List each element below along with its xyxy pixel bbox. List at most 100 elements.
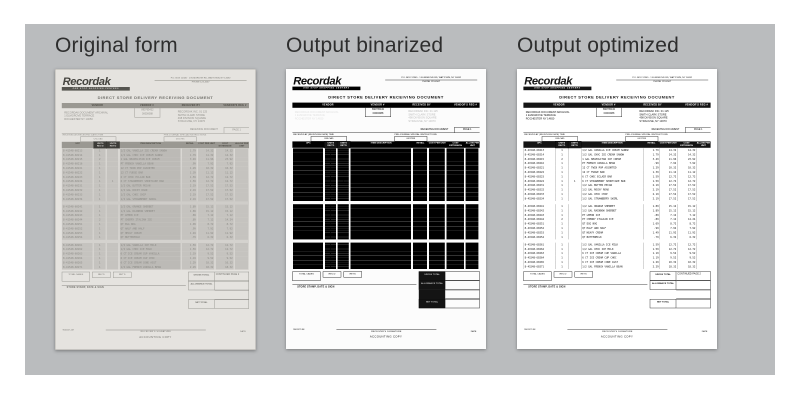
date-label: DATE [701, 330, 708, 333]
cell-desc: 1/2 GAL FRENCH VANILLA BEAN [119, 265, 181, 270]
receiver-line: RECORDAK INC. 01 125 [639, 110, 669, 113]
cell-recd: 1 [324, 260, 337, 265]
net-total-label: NET TOTAL [188, 299, 215, 309]
cell-retail: .89 [643, 213, 659, 218]
cell-retail: 2.19 [412, 192, 428, 197]
cell-cost: 11.96 [428, 157, 446, 162]
cell-allow [465, 235, 479, 240]
item-row: 8-41548-60252 1 QT HALF AND HALF .99 7.92 7.9… [62, 226, 249, 231]
cell-retd [337, 183, 350, 188]
cell-cost: 9.52 [428, 251, 446, 256]
cell-desc: PT CHERRY ITALIAN ICE [119, 217, 181, 223]
cell-recd: 1 [94, 153, 107, 158]
cell-allow [465, 251, 479, 256]
cell-desc: QT BUTTERMILK [350, 235, 412, 240]
cell-ext: 15.12 [677, 208, 696, 213]
cell-recd: 1 [94, 243, 107, 248]
cell-desc: 12 CT TWIN POP ASSORTED [119, 166, 181, 171]
cell-recd: 1 [324, 213, 337, 218]
cell-upc: 8-41548-60215 [62, 157, 94, 162]
cost-per-unit-col-header: COST PER UNIT [659, 141, 677, 145]
cell-retail: 1.39 [182, 170, 198, 175]
cell-retail: 1.29 [412, 165, 428, 171]
cell-ext: 7.12 [446, 213, 465, 218]
cell-recd: 1 [94, 188, 107, 193]
cost-per-unit-col-header: COST PER UNIT [198, 142, 216, 145]
cell-cost: 7.92 [659, 161, 677, 166]
cell-allow [696, 179, 710, 184]
cell-retd [107, 217, 120, 223]
retail-col-header: RETAIL [185, 142, 194, 145]
cell-upc: 8-41548-60216 [292, 161, 324, 166]
cell-cost: 10.32 [428, 165, 446, 171]
cell-desc: 6 CT ICE CREAM CONE ASST [119, 260, 181, 265]
cell-upc: 8-41548-60262 [62, 247, 94, 252]
cell-recd: 1 [555, 213, 568, 218]
item-row: 8-41548-60261 1 1/2 GAL VANILLA ICE MILK 1.… [523, 242, 710, 247]
cell-retd [107, 153, 120, 158]
cell-desc: PT FRENCH VANILLA BEAN [119, 161, 181, 167]
item-row: 8-41548-60271 1 1/2 GAL FRENCH VANILLA BEA… [62, 265, 249, 270]
units-retd-col-header: UNITS RET'D [106, 141, 120, 149]
spacer-value [214, 290, 249, 300]
cell-retail: 1.79 [182, 148, 198, 153]
cell-retd [337, 255, 350, 261]
item-row: 8-41548-60254 1 QT BUTTERMILK .79 6.32 6.32 [62, 235, 249, 240]
vendor-number: 890765432 [141, 109, 154, 112]
cell-desc: 6 CT ICE CREAM CUP VANILLA [119, 251, 181, 257]
cell-recd: 1 [324, 230, 337, 235]
case-totals-group: TOTAL CASES REC'D RET'D [61, 271, 132, 282]
spacer-cell [188, 290, 214, 299]
cell-upc: 8-41548-60241 [523, 204, 555, 209]
cell-cost: 17.52 [659, 192, 677, 197]
cell-desc: 1/2 GAL CHOC CHIP [581, 192, 643, 197]
item-row: 8-41548-60223 1 6 CT CHOC ECLAIR BAR 1.59 12… [62, 175, 249, 180]
cell-upc: 8-41548-60252 [292, 226, 324, 231]
vendor-reg-col-header: VENDOR'S REG # [684, 103, 709, 107]
cell-retail: 1.89 [182, 209, 198, 214]
cell-retail: 1.09 [412, 221, 428, 227]
cell-ext: 18.32 [446, 264, 465, 269]
cell-ext: 9.52 [677, 255, 696, 261]
cell-upc: 8-41548-60265 [292, 260, 324, 265]
cell-recd: 1 [94, 231, 107, 236]
item-description-col-header: ITEM DESCRIPTION [370, 141, 392, 145]
document-header: Recordak ONE STOP SHOPPING CENTERS P.O. … [523, 75, 710, 93]
retail-col-header: RETAIL [647, 141, 656, 145]
cell-desc: 1/2 GAL BUTTER PECAN [350, 183, 412, 188]
accounting-copy-label: ACCOUNTING COPY [139, 335, 172, 339]
cell-allow [235, 231, 249, 236]
cell-upc: 8-41548-60243 [62, 213, 94, 218]
cell-desc: 1/2 GAL RAINBOW SHERBET [350, 208, 412, 213]
cell-recd: 1 [94, 170, 107, 175]
cell-allow [696, 157, 710, 162]
optimized-document-image: Recordak ONE STOP SHOPPING CENTERS P.O. … [517, 69, 717, 350]
cell-recd: 1 [94, 256, 107, 261]
cell-upc: 8-41548-60251 [523, 221, 555, 227]
form-number: 9001127-1M [62, 329, 74, 332]
cell-retail: 2.19 [643, 192, 659, 197]
column-binarized: Output binarized Recordak ONE STOP SHOPP… [286, 34, 486, 350]
cell-upc: 8-41548-60271 [62, 265, 94, 270]
receiver-line: SMITH CLARK STORE [408, 113, 436, 117]
net-total-row: NET TOTAL [188, 299, 249, 309]
cell-upc: 8-41548-60231 [523, 183, 555, 188]
cell-upc: 8-41548-60232 [523, 187, 555, 193]
cell-ext: 9.52 [215, 251, 234, 257]
cell-desc: 6 CT ICE CREAM CUP VANILLA [350, 251, 412, 256]
item-row: 8-41548-60231 1 1/2 GAL BUTTER PECAN 2.19 17… [523, 183, 710, 188]
cell-ext: 14.32 [446, 148, 465, 153]
document-body: Recordak ONE STOP SHOPPING CENTERS P.O. … [292, 69, 480, 349]
cell-retail: 2.29 [412, 264, 428, 269]
cell-retail: 1.19 [412, 251, 428, 256]
retd-box: RET'D [343, 271, 362, 278]
cell-retd [107, 265, 120, 270]
item-row: 8-41548-60251 1 QT EGG NOG 1.09 8.72 8.72 [292, 221, 479, 227]
cell-retail: 1.19 [412, 255, 428, 261]
cell-upc: 8-41548-60263 [523, 251, 555, 256]
cell-upc: 8-41548-60244 [292, 217, 324, 222]
cell-allow [235, 247, 249, 252]
cell-allow [465, 221, 479, 227]
cell-ext: 15.12 [446, 208, 465, 213]
cell-recd: 1 [94, 179, 107, 184]
